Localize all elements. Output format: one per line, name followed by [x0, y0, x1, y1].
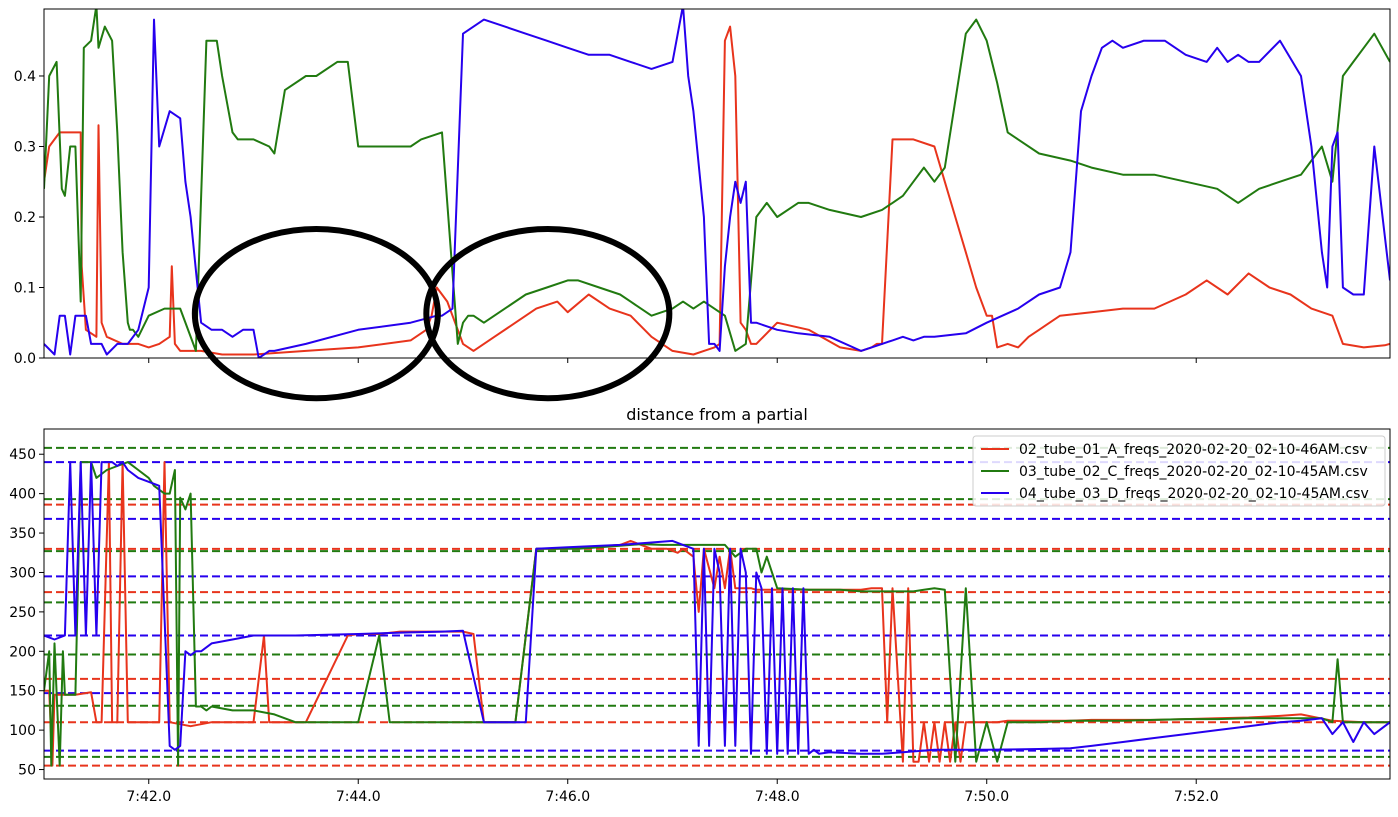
y-tick-label: 150 [9, 684, 36, 700]
y-tick-label: 0.2 [14, 210, 36, 226]
x-tick-label: 7:42.0 [126, 789, 171, 805]
y-tick-label: 50 [18, 763, 36, 779]
y-tick-label: 0.0 [14, 351, 36, 367]
chart-title: distance from a partial [626, 405, 808, 424]
y-tick-label: 0.1 [14, 280, 36, 296]
y-tick-label: 400 [9, 487, 36, 503]
y-tick-label: 200 [9, 644, 36, 660]
x-tick-label: 7:46.0 [545, 789, 590, 805]
y-tick-label: 450 [9, 447, 36, 463]
legend-label: 03_tube_02_C_freqs_2020-02-20_02-10-45AM… [1019, 464, 1368, 480]
y-tick-label: 300 [9, 565, 36, 581]
legend-label: 04_tube_03_D_freqs_2020-02-20_02-10-45AM… [1019, 486, 1369, 502]
x-tick-label: 7:48.0 [755, 789, 800, 805]
x-tick-label: 7:44.0 [336, 789, 381, 805]
y-tick-label: 350 [9, 526, 36, 542]
x-tick-label: 7:50.0 [964, 789, 1009, 805]
y-tick-label: 100 [9, 723, 36, 739]
x-tick-label: 7:52.0 [1174, 789, 1219, 805]
y-tick-label: 0.4 [14, 69, 36, 85]
y-tick-label: 0.3 [14, 139, 36, 155]
y-tick-label: 250 [9, 605, 36, 621]
legend: 02_tube_01_A_freqs_2020-02-20_02-10-46AM… [973, 436, 1385, 506]
legend-label: 02_tube_01_A_freqs_2020-02-20_02-10-46AM… [1019, 442, 1368, 458]
